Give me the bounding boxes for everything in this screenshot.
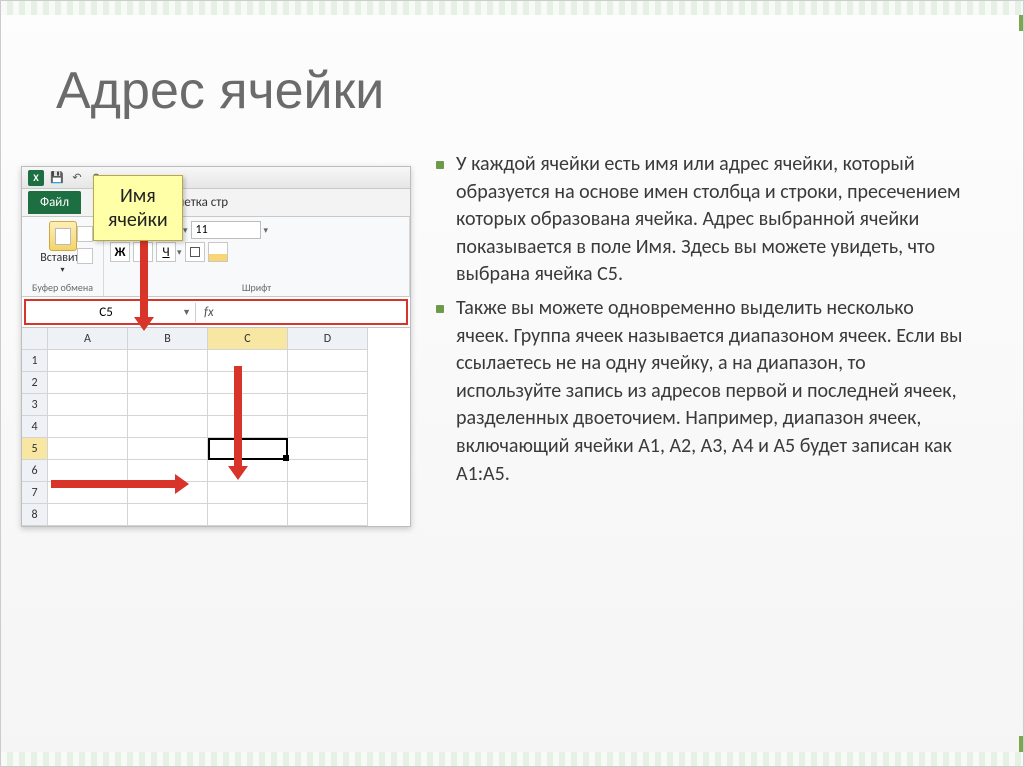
decorative-stripe-top	[1, 1, 1023, 15]
cell-a3[interactable]	[48, 394, 128, 416]
callout-line1: Имя	[108, 184, 168, 208]
name-box-value: C5	[30, 305, 182, 320]
paragraph-2: Также вы можете одновременно выделить не…	[436, 295, 963, 488]
row-header-4[interactable]: 4	[22, 416, 48, 438]
cell-c5[interactable]	[208, 438, 288, 460]
file-tab[interactable]: Файл	[28, 191, 81, 214]
bold-button[interactable]: Ж	[110, 242, 130, 262]
cell-c3[interactable]	[208, 394, 288, 416]
cell-d6[interactable]	[288, 460, 368, 482]
row-header-2[interactable]: 2	[22, 372, 48, 394]
excel-app-icon: X	[28, 170, 44, 186]
save-icon[interactable]: 💾	[50, 171, 64, 185]
undo-icon[interactable]: ↶	[70, 171, 84, 185]
copy-icon[interactable]	[77, 248, 93, 264]
fx-label[interactable]: fx	[196, 305, 222, 320]
arrow-column-c	[231, 366, 245, 482]
col-header-a[interactable]: A	[48, 328, 128, 350]
excel-titlebar: X 💾 ↶ ↷	[22, 167, 410, 189]
name-cell-callout: Имя ячейки	[93, 175, 183, 241]
ribbon: Вставить ▾ Буфер обмена Calibri ▾ 11 ▾ Ж	[22, 217, 410, 297]
paragraph-1: У каждой ячейки есть имя или адрес ячейк…	[436, 151, 963, 289]
row-header-3[interactable]: 3	[22, 394, 48, 416]
arrow-row-5	[51, 477, 191, 491]
cell-b2[interactable]	[128, 372, 208, 394]
select-all-corner[interactable]	[22, 328, 48, 350]
col-header-b[interactable]: B	[128, 328, 208, 350]
row-header-1[interactable]: 1	[22, 350, 48, 372]
cut-icon[interactable]	[77, 226, 93, 242]
cell-c6[interactable]	[208, 460, 288, 482]
callout-line2: ячейки	[108, 208, 168, 232]
cell-d7[interactable]	[288, 482, 368, 504]
excel-screenshot: X 💾 ↶ ↷ Файл Вставка Разметка стр Встави…	[21, 166, 411, 527]
name-box[interactable]: C5 ▼	[26, 303, 196, 322]
cell-d4[interactable]	[288, 416, 368, 438]
font-group-label: Шрифт	[110, 279, 403, 294]
cell-c8[interactable]	[208, 504, 288, 526]
cell-a4[interactable]	[48, 416, 128, 438]
slide-title: Адрес ячейки	[56, 61, 384, 121]
clipboard-group: Вставить ▾ Буфер обмена	[22, 217, 104, 296]
cell-a8[interactable]	[48, 504, 128, 526]
row-header-8[interactable]: 8	[22, 504, 48, 526]
cell-b3[interactable]	[128, 394, 208, 416]
col-header-d[interactable]: D	[288, 328, 368, 350]
cell-b4[interactable]	[128, 416, 208, 438]
paste-caret: ▾	[60, 265, 64, 275]
font-size-select[interactable]: 11	[191, 221, 261, 239]
row-header-5[interactable]: 5	[22, 438, 48, 460]
underline-button[interactable]: Ч	[156, 242, 176, 262]
cell-b1[interactable]	[128, 350, 208, 372]
cell-a2[interactable]	[48, 372, 128, 394]
cell-c7[interactable]	[208, 482, 288, 504]
fill-color-button[interactable]	[208, 242, 228, 262]
slide: Адрес ячейки У каждой ячейки есть имя ил…	[0, 0, 1024, 767]
spreadsheet-grid[interactable]: A B C D 1 2 3 4 5	[22, 327, 410, 526]
cell-d3[interactable]	[288, 394, 368, 416]
body-text: У каждой ячейки есть имя или адрес ячейк…	[436, 151, 963, 494]
row-header-6[interactable]: 6	[22, 460, 48, 482]
cell-a5[interactable]	[48, 438, 128, 460]
col-header-c[interactable]: C	[208, 328, 288, 350]
cell-c4[interactable]	[208, 416, 288, 438]
border-button[interactable]	[185, 242, 205, 262]
accent-bottom	[1019, 736, 1023, 752]
cell-b8[interactable]	[128, 504, 208, 526]
cell-d1[interactable]	[288, 350, 368, 372]
accent-top	[1019, 15, 1023, 31]
name-box-dropdown-icon[interactable]: ▼	[182, 307, 191, 318]
decorative-stripe-bottom	[1, 752, 1023, 766]
paste-icon	[49, 221, 77, 251]
cell-c2[interactable]	[208, 372, 288, 394]
cell-c1[interactable]	[208, 350, 288, 372]
cell-d5[interactable]	[288, 438, 368, 460]
cell-d2[interactable]	[288, 372, 368, 394]
arrow-to-namebox	[137, 239, 151, 331]
cell-a1[interactable]	[48, 350, 128, 372]
row-header-7[interactable]: 7	[22, 482, 48, 504]
clipboard-group-label: Буфер обмена	[28, 279, 97, 294]
ribbon-tabs: Файл Вставка Разметка стр	[22, 189, 410, 217]
cell-b5[interactable]	[128, 438, 208, 460]
cell-d8[interactable]	[288, 504, 368, 526]
name-box-row: C5 ▼ fx	[24, 299, 408, 325]
